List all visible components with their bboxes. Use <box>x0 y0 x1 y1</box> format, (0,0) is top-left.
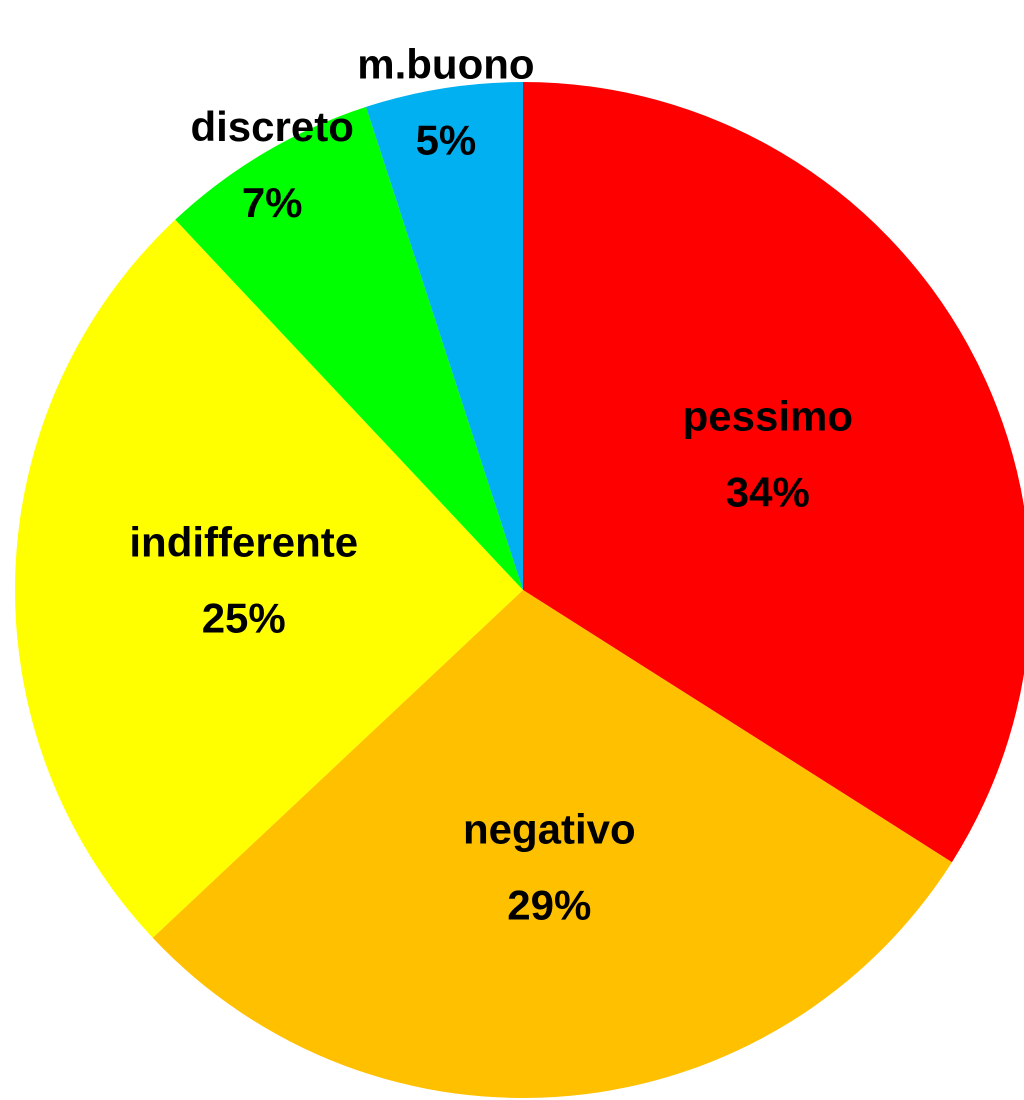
pie-slice <box>175 106 524 591</box>
slice-value-label: 5% <box>416 116 477 163</box>
pie-slice <box>366 82 523 590</box>
slice-category-label: pessimo <box>683 392 853 439</box>
pie-slice <box>152 590 952 1098</box>
slice-category-label: negativo <box>463 805 636 852</box>
slice-value-label: 25% <box>202 594 286 641</box>
pie-slice <box>15 219 524 938</box>
slice-value-label: 29% <box>507 881 591 928</box>
slice-category-label: indifferente <box>129 518 358 565</box>
slice-category-label: m.buono <box>357 40 534 87</box>
slice-value-label: 34% <box>726 468 810 515</box>
slice-value-label: 7% <box>242 179 303 226</box>
slice-category-label: discreto <box>190 103 353 150</box>
pie-slice <box>523 82 1024 863</box>
